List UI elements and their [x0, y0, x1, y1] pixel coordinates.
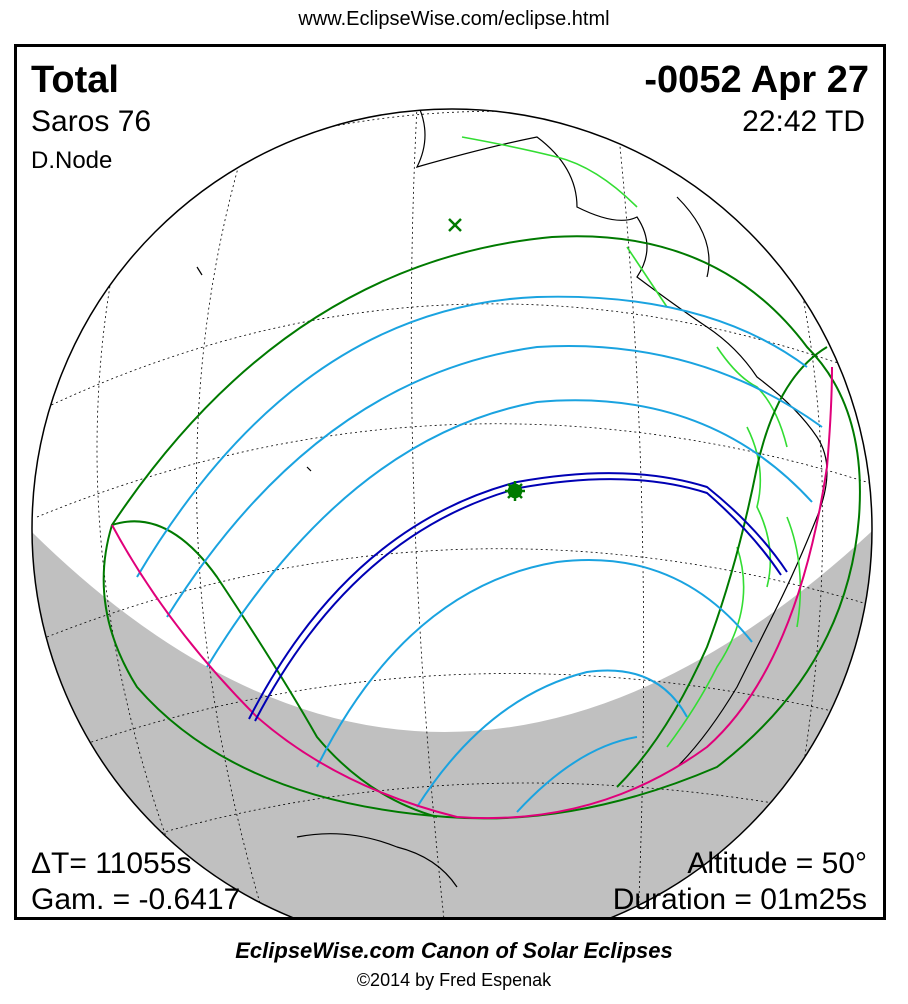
rise-set-curve [111, 366, 833, 820]
gamma: Gam. = -0.6417 [31, 883, 241, 916]
eclipse-date: -0052 Apr 27 [644, 59, 869, 101]
graticule [36, 109, 872, 917]
eclipse-duration: Duration = 01m25s [612, 883, 867, 916]
night-shade [32, 517, 872, 917]
greatest-eclipse-marker [505, 481, 525, 501]
sub-solar-marker [448, 218, 462, 232]
eclipse-type: Total [31, 59, 119, 101]
eclipse-time: 22:42 TD [742, 105, 865, 138]
saros-number: Saros 76 [31, 105, 152, 138]
node-label: D.Node [31, 147, 113, 174]
eclipse-globe-map [31, 108, 873, 917]
source-url: www.EclipseWise.com/eclipse.html [298, 8, 610, 30]
globe-outline [31, 108, 873, 917]
delta-t: ΔT= 11055s [31, 847, 192, 880]
footer-copyright: ©2014 by Fred Espenak [356, 970, 552, 990]
sun-altitude: Altitude = 50° [687, 847, 867, 880]
footer-title: EclipseWise.com Canon of Solar Eclipses [235, 938, 673, 963]
penumbral-bands [136, 295, 823, 813]
penumbral-limit-inner [111, 520, 438, 818]
penumbral-limit-east [616, 346, 828, 788]
eclipse-map-frame: Total -0052 Apr 27 Saros 76 22:42 TD D.N… [14, 44, 886, 920]
umbral-path [248, 472, 788, 722]
penumbral-limit-outer [102, 235, 861, 820]
